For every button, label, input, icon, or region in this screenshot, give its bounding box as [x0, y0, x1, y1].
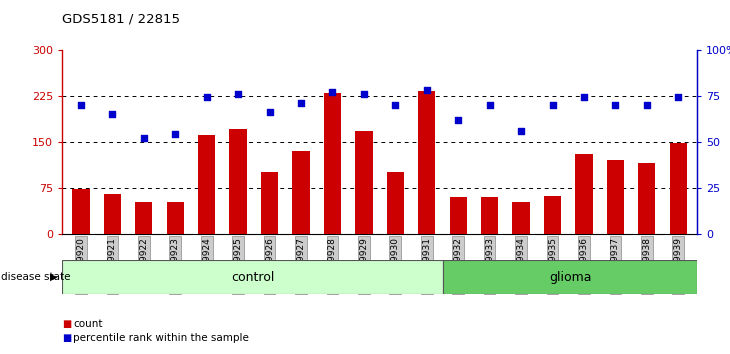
- FancyBboxPatch shape: [62, 260, 443, 294]
- Text: GSM769926: GSM769926: [265, 237, 274, 292]
- Text: GSM769923: GSM769923: [171, 237, 180, 292]
- Bar: [135, 202, 153, 234]
- Text: ■: ■: [62, 333, 72, 343]
- Bar: [166, 202, 184, 234]
- Text: GSM769921: GSM769921: [108, 237, 117, 292]
- Text: GSM769934: GSM769934: [517, 237, 526, 292]
- Text: GSM769925: GSM769925: [234, 237, 242, 292]
- Text: GSM769936: GSM769936: [580, 237, 588, 292]
- Text: GSM769938: GSM769938: [642, 237, 651, 292]
- Text: GSM769927: GSM769927: [296, 237, 305, 292]
- Text: count: count: [73, 319, 102, 329]
- Bar: [229, 129, 247, 234]
- Point: [75, 102, 87, 108]
- Bar: [72, 189, 90, 234]
- Bar: [575, 154, 593, 234]
- Bar: [387, 172, 404, 234]
- Text: control: control: [231, 270, 274, 284]
- Bar: [104, 194, 121, 234]
- Point: [547, 102, 558, 108]
- Text: GSM769937: GSM769937: [611, 237, 620, 292]
- Text: GSM769922: GSM769922: [139, 237, 148, 292]
- Point: [107, 111, 118, 117]
- Point: [390, 102, 402, 108]
- Point: [421, 87, 433, 93]
- Bar: [669, 143, 687, 234]
- Bar: [450, 197, 467, 234]
- Point: [358, 91, 369, 97]
- Point: [169, 131, 181, 137]
- Point: [578, 95, 590, 100]
- Bar: [261, 172, 278, 234]
- Bar: [512, 202, 530, 234]
- Point: [295, 100, 307, 106]
- Point: [672, 95, 684, 100]
- Text: ▶: ▶: [50, 272, 58, 282]
- Point: [453, 117, 464, 122]
- Bar: [356, 131, 372, 234]
- Point: [515, 128, 527, 133]
- Bar: [638, 163, 656, 234]
- Bar: [324, 92, 341, 234]
- Text: GSM769920: GSM769920: [77, 237, 85, 292]
- Text: GSM769928: GSM769928: [328, 237, 337, 292]
- Point: [138, 135, 150, 141]
- Point: [326, 89, 338, 95]
- Text: GSM769932: GSM769932: [454, 237, 463, 292]
- Point: [641, 102, 653, 108]
- Text: GSM769930: GSM769930: [391, 237, 400, 292]
- Bar: [418, 91, 435, 234]
- Point: [201, 95, 212, 100]
- Bar: [292, 151, 310, 234]
- Bar: [481, 197, 499, 234]
- Text: GSM769935: GSM769935: [548, 237, 557, 292]
- Text: GSM769931: GSM769931: [422, 237, 431, 292]
- Point: [264, 109, 275, 115]
- Text: GSM769933: GSM769933: [485, 237, 494, 292]
- Point: [610, 102, 621, 108]
- Text: GSM769929: GSM769929: [359, 237, 369, 292]
- Bar: [198, 136, 215, 234]
- Text: GSM769924: GSM769924: [202, 237, 211, 292]
- Text: GSM769939: GSM769939: [674, 237, 683, 292]
- FancyBboxPatch shape: [443, 260, 697, 294]
- Text: percentile rank within the sample: percentile rank within the sample: [73, 333, 249, 343]
- Point: [484, 102, 496, 108]
- Bar: [544, 196, 561, 234]
- Text: glioma: glioma: [549, 270, 591, 284]
- Text: GDS5181 / 22815: GDS5181 / 22815: [62, 12, 180, 25]
- Point: [232, 91, 244, 97]
- Text: disease state: disease state: [1, 272, 70, 282]
- Bar: [607, 160, 624, 234]
- Text: ■: ■: [62, 319, 72, 329]
